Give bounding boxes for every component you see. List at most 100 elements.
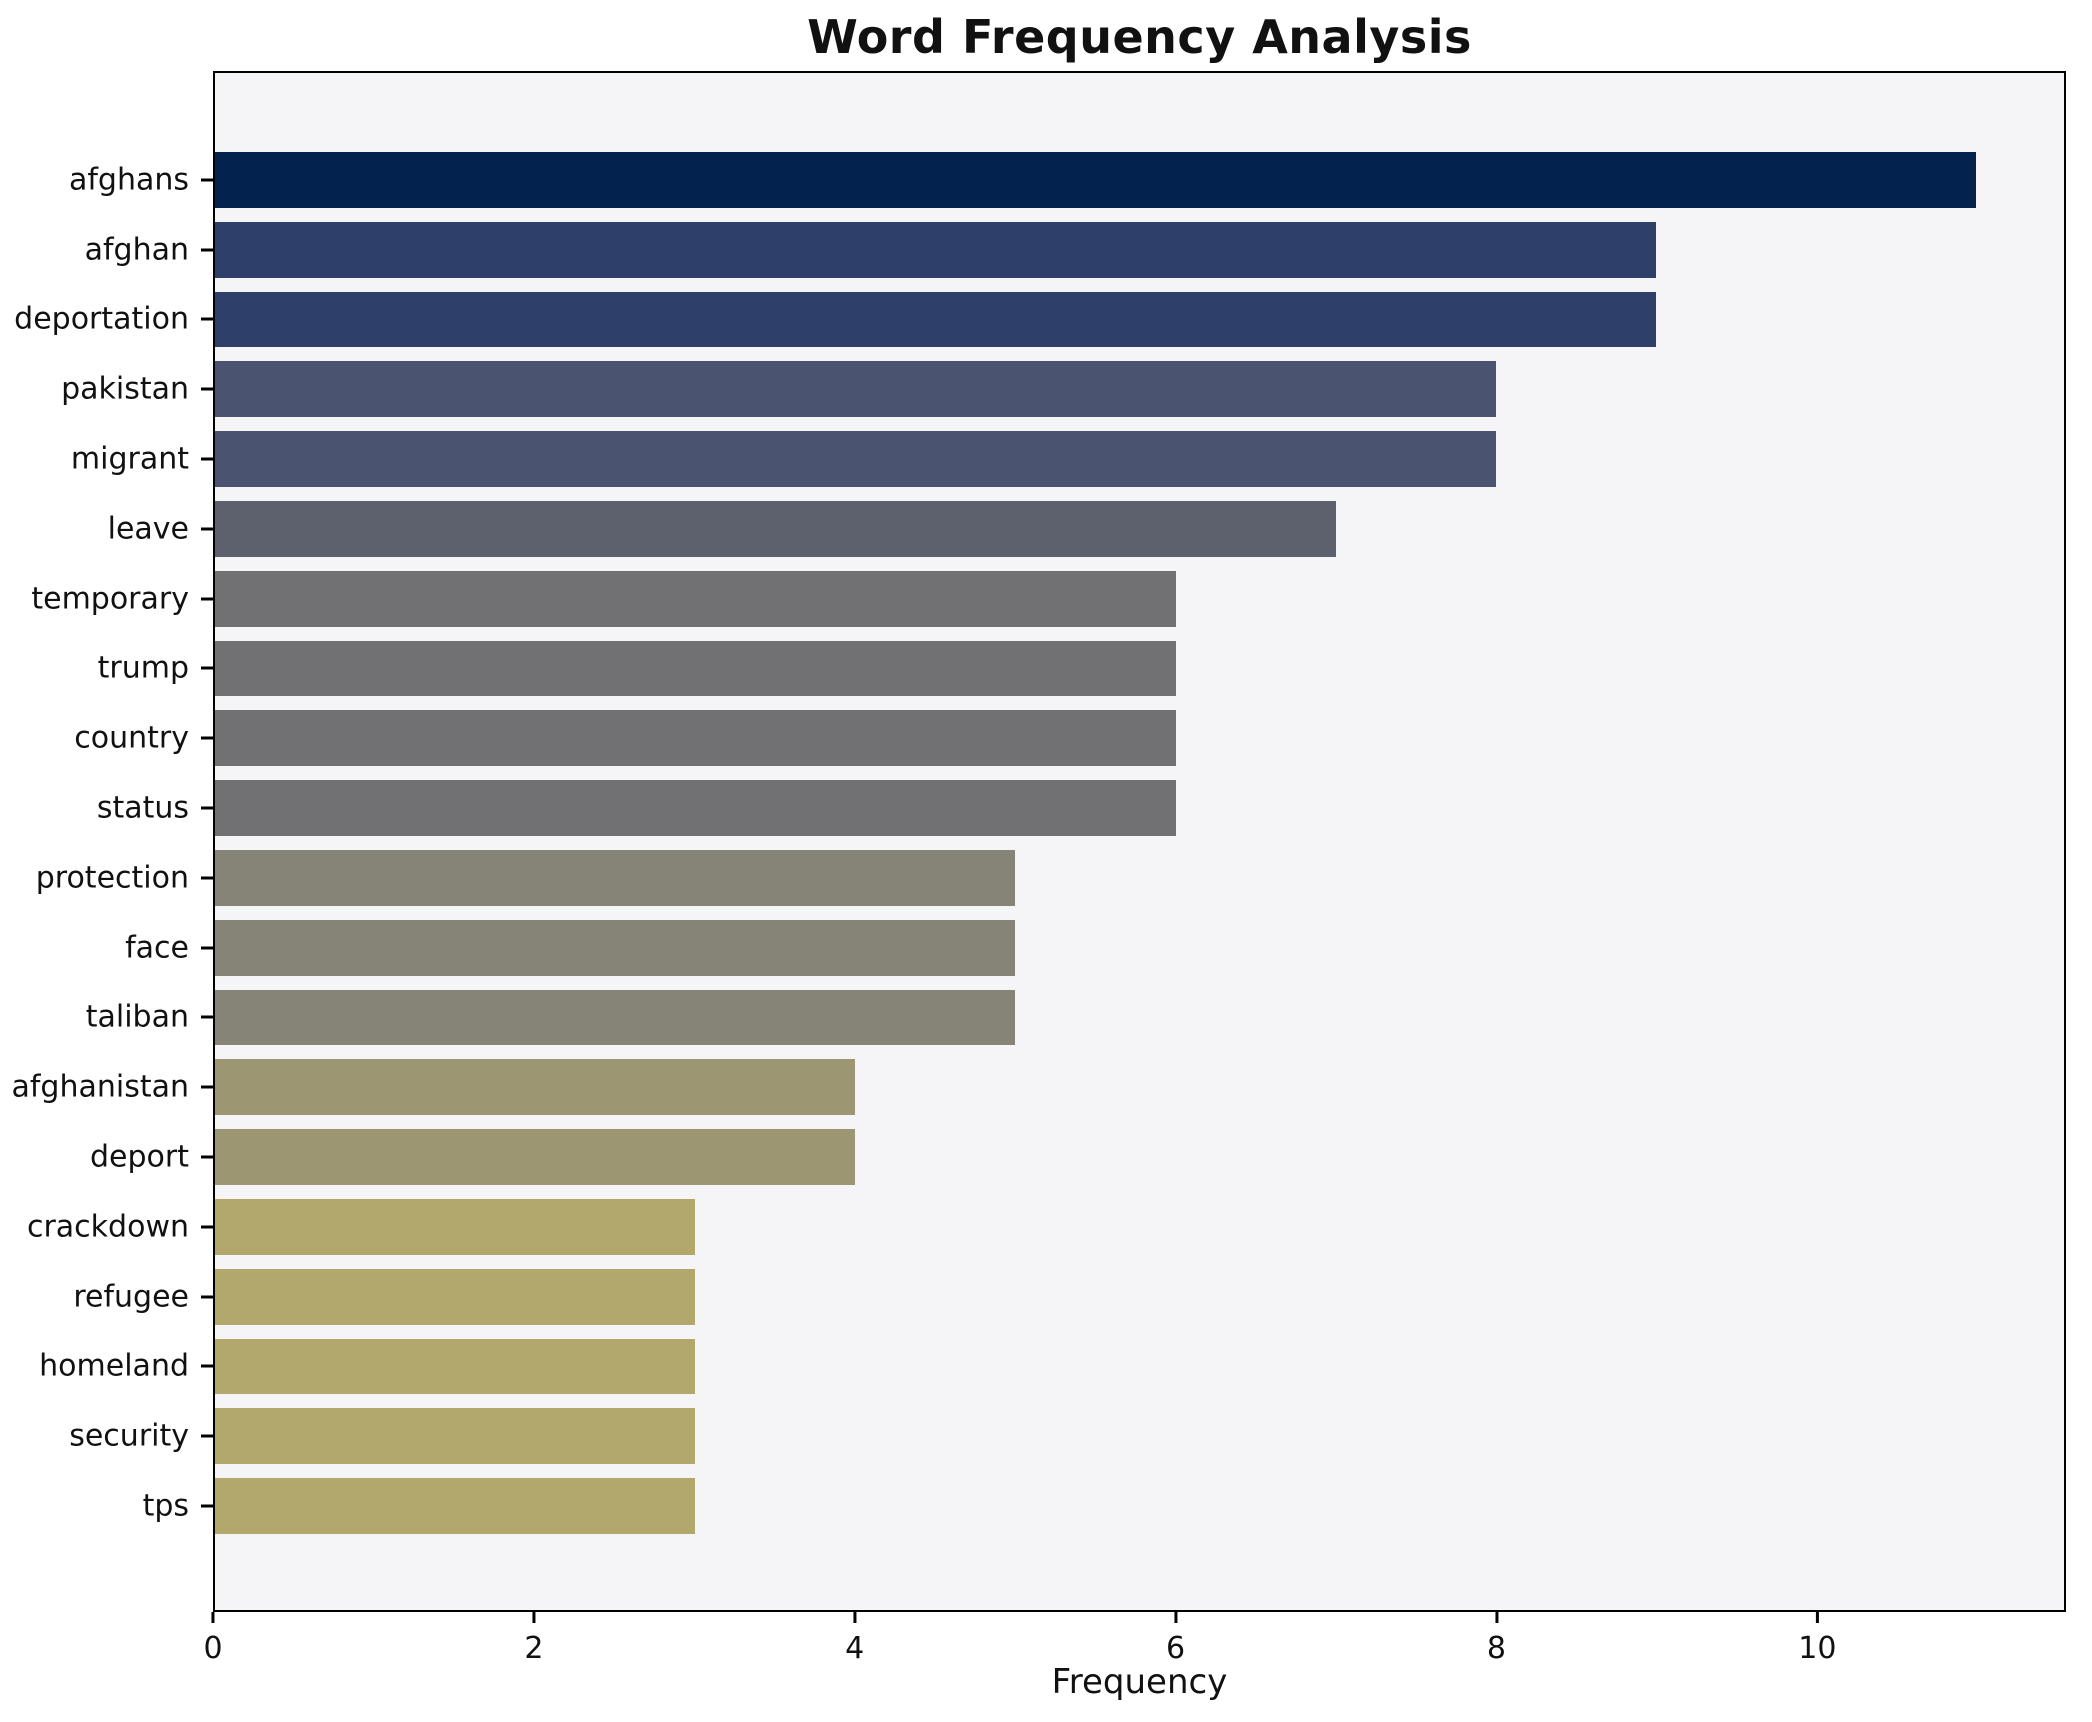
bar-row: afghanistan [11, 1052, 2064, 1122]
bar-row: crackdown [27, 1192, 2064, 1262]
bar [215, 1198, 696, 1255]
bar-row: temporary [31, 564, 2064, 634]
bar [215, 570, 1176, 627]
x-axis-title: Frequency [1051, 1662, 1228, 1702]
y-axis-label: deportation [14, 301, 189, 337]
bar [215, 849, 1016, 906]
y-tick-mark [201, 597, 213, 601]
bar [215, 221, 1656, 278]
chart-title: Word Frequency Analysis [807, 10, 1472, 64]
bar [215, 710, 1176, 767]
x-tick: 2 [524, 1612, 543, 1666]
bar-row: refugee [73, 1262, 2064, 1332]
y-axis-label: security [69, 1418, 189, 1454]
y-tick-mark [201, 317, 213, 321]
y-tick-mark [201, 1364, 213, 1368]
bar-row: tps [143, 1471, 2064, 1541]
y-tick-mark [201, 876, 213, 880]
bar-row: afghans [69, 145, 2064, 215]
y-axis-label: face [125, 930, 189, 966]
x-tick-mark [1815, 1612, 1819, 1623]
bar [215, 361, 1496, 418]
bar [215, 431, 1496, 487]
x-tick: 10 [1798, 1612, 1836, 1666]
bar [215, 1268, 696, 1325]
x-tick-label: 2 [524, 1631, 544, 1666]
y-axis-label: afghans [68, 162, 189, 198]
bar-row: leave [108, 494, 2064, 564]
x-tick-mark [211, 1612, 215, 1623]
y-axis-label: crackdown [26, 1209, 189, 1245]
y-axis-label: refugee [73, 1279, 189, 1315]
bar-row: status [97, 773, 2064, 843]
bar-row: afghan [85, 215, 2064, 285]
y-tick-mark [201, 806, 213, 810]
y-tick-mark [201, 1434, 213, 1438]
x-tick: 6 [1166, 1612, 1185, 1666]
x-tick: 8 [1487, 1612, 1506, 1666]
y-axis-label: homeland [39, 1348, 189, 1384]
y-tick-mark [201, 1085, 213, 1089]
y-tick-mark [201, 248, 213, 252]
y-axis-label: deport [90, 1139, 189, 1175]
x-tick: 4 [845, 1612, 864, 1666]
bar [215, 151, 1976, 208]
y-tick-mark [201, 1225, 213, 1229]
bar-row: taliban [86, 983, 2064, 1053]
y-axis-label: leave [107, 511, 189, 547]
bar-row: security [69, 1401, 2064, 1471]
x-tick-label: 8 [1486, 1631, 1506, 1666]
bar [215, 919, 1016, 976]
y-axis-label: afghan [84, 232, 189, 268]
y-axis-label: protection [35, 860, 189, 896]
y-tick-mark [201, 736, 213, 740]
y-tick-mark [201, 1504, 213, 1508]
y-axis-label: afghanistan [11, 1069, 189, 1105]
y-axis-label: taliban [85, 999, 189, 1035]
y-axis-label: migrant [70, 441, 189, 477]
bar [215, 780, 1176, 836]
y-tick-mark [201, 666, 213, 670]
y-tick-mark [201, 946, 213, 950]
bar [215, 1478, 696, 1534]
bar [215, 1338, 696, 1395]
bar-row: deportation [14, 285, 2064, 355]
y-tick-mark [201, 527, 213, 531]
bar [215, 1059, 856, 1116]
y-axis-label: trump [97, 650, 189, 686]
bar-row: country [74, 703, 2064, 773]
y-axis-label: tps [142, 1488, 189, 1524]
y-tick-mark [201, 178, 213, 182]
x-tick-mark [532, 1612, 536, 1623]
x-tick-label: 10 [1798, 1631, 1837, 1666]
bar [215, 989, 1016, 1046]
x-tick-label: 4 [845, 1631, 865, 1666]
x-tick-label: 0 [203, 1631, 223, 1666]
bar-row: migrant [71, 424, 2064, 494]
x-tick-mark [1494, 1612, 1498, 1623]
x-tick-label: 6 [1166, 1631, 1186, 1666]
y-tick-mark [201, 457, 213, 461]
x-tick: 0 [203, 1612, 223, 1666]
bar-row: protection [36, 843, 2064, 913]
y-tick-mark [201, 1015, 213, 1019]
bars-region: afghans afghan deportation pakistan migrant l… [11, 73, 2064, 1610]
bar [215, 640, 1176, 697]
bar [215, 1408, 696, 1465]
bar-row: trump [98, 634, 2064, 704]
y-tick-mark [201, 1155, 213, 1159]
bar [215, 1129, 856, 1185]
x-tick-mark [1174, 1612, 1178, 1623]
y-axis-label: temporary [31, 581, 189, 617]
bar-row: homeland [39, 1332, 2064, 1402]
y-axis-label: pakistan [61, 371, 189, 407]
y-tick-mark [201, 1295, 213, 1299]
bar [215, 291, 1656, 348]
y-tick-mark [201, 387, 213, 391]
y-axis-label: status [96, 790, 189, 826]
bar-row: deport [90, 1122, 2064, 1192]
bar-row: pakistan [61, 354, 2064, 424]
x-axis: 0 2 4 6 8 10 [203, 1612, 2066, 1682]
y-axis-label: country [74, 720, 189, 756]
